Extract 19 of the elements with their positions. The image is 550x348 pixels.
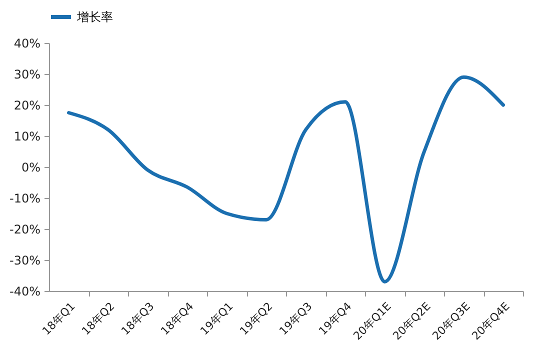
y-tick-label: -10% xyxy=(9,192,40,206)
y-tick-label: -40% xyxy=(9,284,40,298)
x-tick-label: 18年Q1 xyxy=(40,300,78,338)
x-tick-label: 18年Q2 xyxy=(79,300,118,338)
y-tick-label: -30% xyxy=(9,254,40,268)
x-tick-label: 18年Q3 xyxy=(118,300,157,338)
x-tick-label: 19年Q3 xyxy=(276,300,315,338)
y-tick-label: 40% xyxy=(14,36,40,50)
y-tick-label: 0% xyxy=(21,160,40,174)
y-tick-label: 10% xyxy=(14,130,40,144)
x-tick-label: 19年Q2 xyxy=(237,300,276,338)
y-tick-label: 20% xyxy=(14,98,40,112)
line-series xyxy=(67,75,505,284)
y-tick-label: 30% xyxy=(14,68,40,82)
x-tick-label: 19年Q4 xyxy=(316,300,354,338)
x-tick-label: 19年Q1 xyxy=(198,300,236,338)
x-tick-label: 18年Q4 xyxy=(158,300,196,338)
legend-label: 增长率 xyxy=(76,10,113,24)
y-tick-label: -20% xyxy=(9,222,40,236)
